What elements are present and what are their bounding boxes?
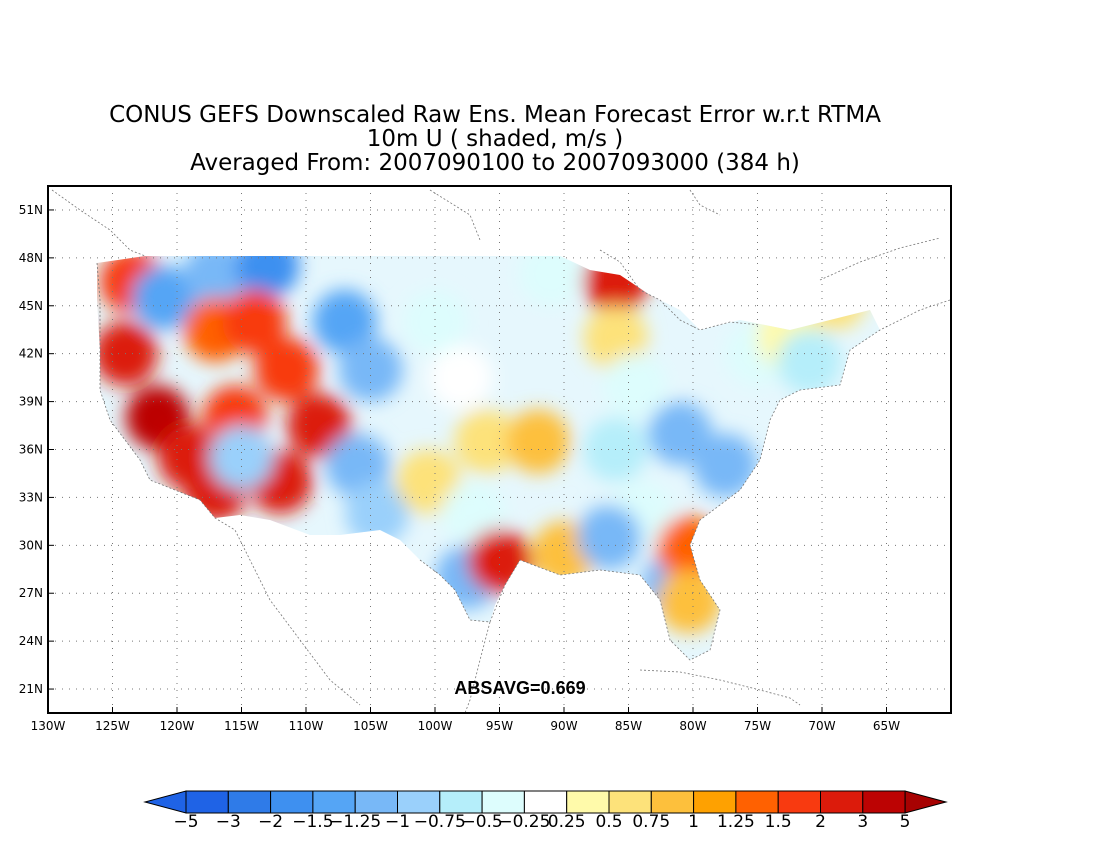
lat-tick-label: 33N [19, 490, 43, 504]
colorbar-label: −0.25 [498, 812, 550, 832]
colorbar-high-arrow [904, 790, 948, 814]
colorbar-swatch [693, 790, 737, 814]
field-region [602, 353, 667, 418]
lat-tick-label: 51N [19, 203, 43, 217]
coastline [51, 189, 146, 257]
colorbar-label: −1.5 [292, 812, 333, 832]
plot-frame [47, 185, 952, 714]
colorbar-label: 2 [815, 812, 826, 832]
lon-tick-label: 70W [808, 719, 835, 733]
lat-tick-label: 45N [19, 299, 43, 313]
lat-tick-label: 24N [19, 634, 43, 648]
coastline [819, 237, 941, 281]
colorbar-swatch [523, 790, 568, 814]
colorbar-swatch [608, 790, 652, 814]
lon-tick-label: 100W [418, 719, 453, 733]
field-region [209, 425, 274, 490]
lon-tick-label: 115W [224, 719, 259, 733]
colorbar-label: 0.25 [548, 812, 586, 832]
colorbar-label: 3 [857, 812, 868, 832]
field-region [344, 481, 409, 546]
colorbar-label: 1 [688, 812, 699, 832]
lat-tick-label: 48N [19, 251, 43, 265]
colorbar-label: 0.75 [632, 812, 670, 832]
colorbar-swatch [650, 790, 695, 814]
lat-tick-label: 42N [19, 347, 43, 361]
field-region [325, 433, 390, 498]
colorbar-swatch [270, 790, 314, 814]
coastline [429, 189, 481, 241]
field-region [506, 409, 571, 474]
field-region [222, 289, 287, 354]
colorbar-swatch [566, 790, 610, 814]
colorbar-swatch [735, 790, 779, 814]
lon-tick-label: 130W [31, 719, 66, 733]
colorbar: −5 −3 −2 −1.5−1.25 −1 −0.75−0.5−0.250.25 0.5 0.… [143, 790, 948, 832]
colorbar-swatch [354, 790, 399, 814]
lat-tick-label: 39N [19, 395, 43, 409]
coastline [689, 189, 721, 216]
colorbar-label: −3 [216, 812, 241, 832]
lon-tick-label: 120W [160, 719, 195, 733]
colorbar-label: −1 [385, 812, 410, 832]
colorbar-label: −1.25 [329, 812, 381, 832]
lat-tick-label: 36N [19, 443, 43, 457]
lon-tick-label: 105W [353, 719, 388, 733]
colorbar-label: 0.5 [595, 812, 622, 832]
colorbar-swatch [481, 790, 525, 814]
field-region [428, 345, 493, 410]
colorbar-swatch [227, 790, 272, 814]
coastline [599, 249, 761, 331]
colorbar-swatch [777, 790, 822, 814]
colorbar-label: −2 [258, 812, 283, 832]
title-line-2: 10m U ( shaded, m/s ) [366, 126, 624, 152]
lon-tick-label: 125W [95, 719, 130, 733]
colorbar-label: −0.5 [461, 812, 502, 832]
colorbar-label: −0.75 [414, 812, 466, 832]
colorbar-label: −5 [173, 812, 198, 832]
field-region [132, 265, 197, 330]
colorbar-swatch [312, 790, 356, 814]
title-line-3: Averaged From: 2007090100 to 2007093000 … [190, 150, 800, 176]
field-region [286, 393, 351, 458]
field-region [583, 305, 648, 370]
field-region [403, 289, 467, 354]
lat-tick-label: 27N [19, 586, 43, 600]
field-region [338, 337, 403, 402]
colorbar-label: 1.25 [717, 812, 755, 832]
lon-tick-label: 85W [615, 719, 642, 733]
coastline [419, 299, 951, 661]
coastline [639, 669, 801, 706]
lon-tick-label: 95W [486, 719, 513, 733]
colorbar-swatch [862, 790, 906, 814]
lon-tick-label: 80W [679, 719, 706, 733]
lat-tick-label: 30N [19, 538, 43, 552]
colorbar-swatch [185, 790, 229, 814]
field-region [454, 409, 519, 474]
field-region [777, 329, 842, 394]
title-line-1: CONUS GEFS Downscaled Raw Ens. Mean Fore… [109, 102, 881, 128]
coastline [96, 262, 361, 706]
colorbar-swatch [439, 790, 483, 814]
absavg-annotation: ABSAVG=0.669 [454, 678, 585, 698]
field-region [254, 337, 319, 402]
colorbar-label: 5 [900, 812, 911, 832]
lon-tick-label: 65W [873, 719, 900, 733]
field-region [577, 505, 642, 570]
field-region [235, 256, 300, 298]
colorbar-swatch [820, 790, 864, 814]
lon-tick-label: 90W [550, 719, 577, 733]
field-region [183, 256, 248, 306]
lat-tick-label: 21N [19, 682, 43, 696]
colorbar-low-arrow [143, 790, 187, 814]
colorbar-label: 1.5 [765, 812, 792, 832]
lon-tick-label: 110W [289, 719, 324, 733]
colorbar-swatch [397, 790, 441, 814]
lon-tick-label: 75W [744, 719, 771, 733]
